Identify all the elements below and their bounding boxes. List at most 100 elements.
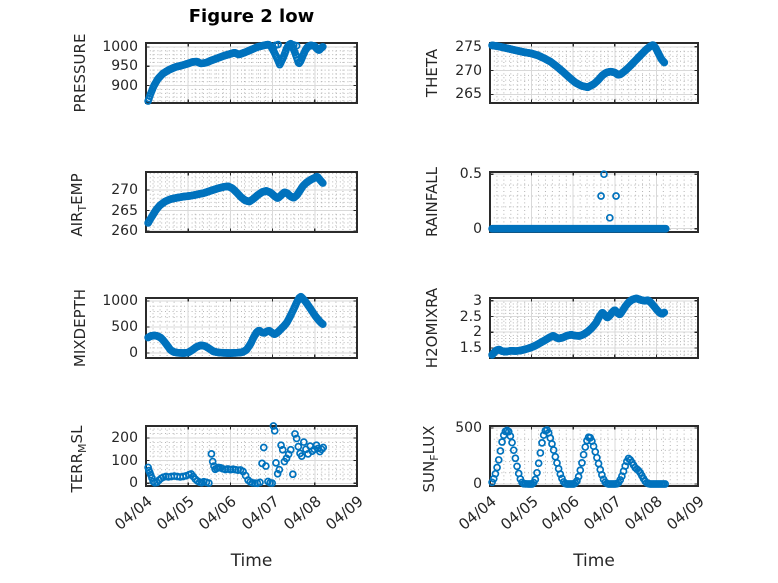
y-tick-label: 3 [473,292,482,309]
plot-canvas-mixdepth [144,292,358,359]
axes-frame [145,425,358,487]
y-tick-label: 265 [455,86,482,103]
data-series [488,170,670,233]
y-tick-label: 1.5 [459,339,482,356]
plot-canvas-theta [488,41,699,104]
y-tick-label: 500 [455,420,482,436]
x-tick-label: 04/06 [538,492,583,534]
minor-grid [146,172,357,232]
axis-ticks [145,172,358,232]
y-axis-label-terr-msl: TERRMSL [68,425,89,493]
y-axis-label-mixdepth: MIXDEPTH [71,288,89,368]
axis-ticks [145,298,358,358]
y-tick-label: 500 [111,319,138,336]
y-tick-label: 270 [455,62,482,79]
minor-grid [490,172,698,232]
y-axis-label-air-temp: AIRTEMP [68,173,89,237]
y-tick-label: 275 [455,38,482,55]
axes-frame [489,425,699,487]
major-grid [146,43,357,103]
major-grid [490,172,698,232]
y-tick-label: 265 [111,202,138,219]
axes-frame [145,42,358,104]
y-tick-label: 950 [111,58,138,75]
data-series [488,294,669,359]
plot-canvas-terr-msl [144,422,358,488]
major-grid [490,43,698,103]
major-grid [490,426,698,486]
axis-ticks [489,298,699,358]
axis-ticks [145,426,358,486]
plot-canvas-pressure [144,39,358,105]
y-tick-label: 0 [473,220,482,237]
x-tick-label: 04/05 [153,492,198,534]
y-tick-label: 2 [473,324,482,341]
y-tick-label: 1000 [102,293,138,310]
x-tick-label: 04/08 [279,492,325,534]
y-tick-label: 270 [111,182,138,199]
axes-frame [489,42,699,104]
x-tick-label: 04/05 [496,492,542,534]
axes-frame [145,171,358,233]
y-tick-label: 0 [129,345,138,362]
minor-grid [146,426,357,486]
x-tick-label: 04/09 [663,492,708,534]
data-series [144,172,327,227]
y-tick-label: 260 [111,223,138,240]
major-grid [490,298,698,358]
minor-grid [490,426,698,486]
minor-grid [146,43,357,103]
plot-canvas-h2omixra [488,294,699,359]
y-tick-label: 0 [473,475,482,492]
y-tick-label: 100 [111,452,138,469]
y-axis-label-theta: THETA [423,48,441,98]
data-series [488,41,669,92]
data-series [144,292,327,357]
x-axis-label-left: Time [230,551,273,571]
major-grid [146,172,357,232]
data-series [488,426,669,488]
y-axis-label-h2omixra: H2OMIXRA [423,287,441,369]
x-tick-label: 04/09 [322,492,367,534]
y-tick-label: 900 [111,77,138,94]
y-tick-label: 200 [111,430,138,446]
axis-ticks [145,43,358,103]
x-tick-label: 04/06 [195,492,241,534]
minor-grid [490,298,698,358]
axes-frame [145,297,358,359]
axis-ticks [489,172,699,232]
axis-ticks [489,426,699,486]
x-tick-label: 04/08 [621,492,667,534]
y-axis-label-sun-flux: SUNFLUX [420,425,441,493]
figure-title: Figure 2 low [188,6,315,27]
plot-canvas-air-temp [144,171,358,233]
axes-frame [489,171,699,233]
axes-frame [489,297,699,359]
data-series [144,39,327,105]
x-tick-label: 04/07 [237,492,283,534]
x-tick-label: 04/07 [579,492,625,534]
axis-ticks [489,43,699,103]
plot-canvas-rainfall [488,170,699,233]
x-axis-label-right: Time [573,551,615,571]
plot-canvas-sun-flux [488,425,699,488]
minor-grid [490,43,698,103]
y-tick-label: 1000 [102,38,138,55]
x-tick-label: 04/04 [455,492,500,534]
y-tick-label: 0.5 [459,166,482,183]
y-tick-label: 0 [129,475,138,492]
x-tick-label: 04/04 [111,492,156,534]
y-tick-label: 2.5 [459,308,482,325]
y-axis-label-pressure: PRESSURE [71,33,89,113]
y-axis-label-rainfall: RAINFALL [423,167,441,237]
data-series [144,422,328,488]
